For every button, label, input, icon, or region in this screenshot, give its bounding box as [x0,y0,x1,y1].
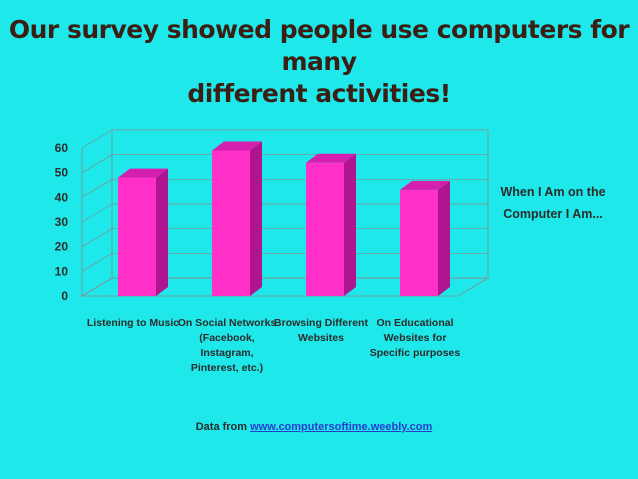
y-tick-label-20: 20 [55,240,69,254]
bar-side-3 [438,180,450,296]
bar-top-2 [306,153,356,163]
bar-top-1 [212,141,262,151]
category-label-2-0: Browsing Different [274,317,368,329]
bar-3 [400,189,438,296]
category-label-3-1: Websites for [384,332,447,344]
bar-1 [212,150,250,296]
category-label-1-0: On Social Networks [178,317,277,329]
bar-2 [306,162,344,296]
y-tick-label-50: 50 [55,166,69,180]
category-label-3-0: On Educational [376,317,453,329]
source-note: Data from www.computersoftime.weebly.com [0,421,628,433]
category-label-1-1: (Facebook, [199,332,255,344]
category-label-2-1: Websites [298,332,344,344]
legend-line-1: Computer I Am... [503,207,603,221]
chart-title-line-2: different activities! [187,79,451,108]
category-label-0-0: Listening to Music [87,317,179,329]
category-label-3-2: Specific purposes [370,347,461,359]
y-tick-label-60: 60 [55,141,69,155]
gridline-side-60 [81,129,113,149]
gridline-side-30 [81,203,113,223]
chart-title-line-1: Our survey showed people use computers f… [8,15,630,76]
legend-line-0: When I Am on the [500,185,605,199]
gridline-side-40 [81,179,113,198]
category-label-1-2: Instagram, [200,347,253,359]
y-tick-label-40: 40 [55,190,69,204]
gridline-side-10 [81,253,113,272]
y-tick-label-0: 0 [61,289,68,303]
source-link[interactable]: www.computersoftime.weebly.com [250,421,433,433]
y-tick-label-10: 10 [55,264,69,278]
source-prefix: Data from [195,421,251,433]
chart-title: Our survey showed people use computers f… [0,14,638,110]
bar-side-1 [250,141,262,296]
bar-top-3 [400,180,450,190]
gridline-side-50 [81,154,113,173]
bar-side-2 [344,153,356,296]
y-tick-label-30: 30 [55,215,69,229]
category-label-1-3: Pinterest, etc.) [191,362,263,374]
bar-top-0 [118,168,168,178]
gridline-side-20 [81,228,113,247]
bar-0 [118,177,156,296]
bar-side-0 [156,168,168,296]
